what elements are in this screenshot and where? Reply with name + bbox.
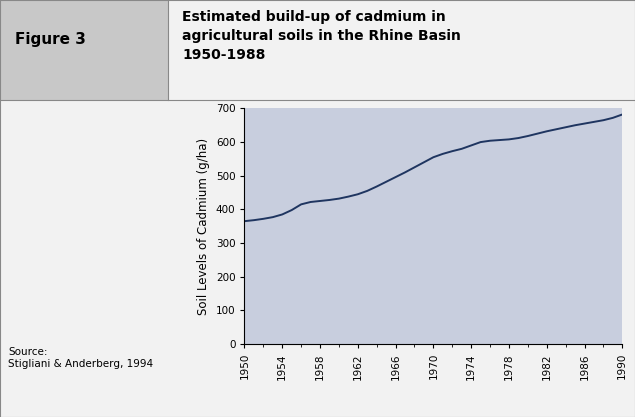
Text: Estimated build-up of cadmium in
agricultural soils in the Rhine Basin
1950-1988: Estimated build-up of cadmium in agricul…	[182, 10, 461, 62]
Text: Figure 3: Figure 3	[15, 32, 86, 47]
Y-axis label: Soil Levels of Cadmium (g/ha): Soil Levels of Cadmium (g/ha)	[197, 138, 210, 315]
Text: Source:
Stigliani & Anderberg, 1994: Source: Stigliani & Anderberg, 1994	[8, 347, 154, 369]
